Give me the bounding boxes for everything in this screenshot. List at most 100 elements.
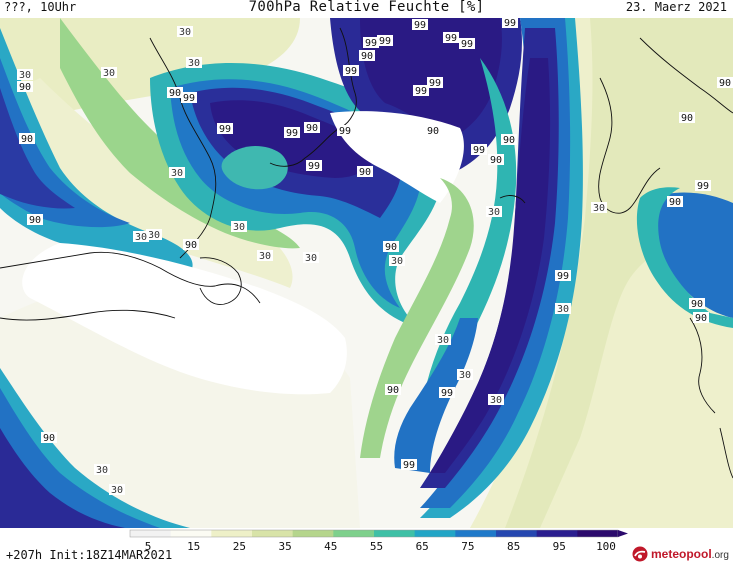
contour-label-bg: [41, 432, 57, 443]
contour-label-bg: [109, 484, 125, 495]
coastline-norway: [639, 37, 733, 114]
contour-label-bg: [383, 241, 399, 252]
contour-label-bg: [389, 255, 405, 266]
contour-label-bg: [693, 312, 709, 323]
meteopool-logo-text: meteopool.org: [651, 547, 729, 561]
contour-label-bg: [101, 67, 117, 78]
contour-label: 99: [461, 39, 473, 50]
contour-label-bg: [169, 167, 185, 178]
contour-label: 30: [188, 58, 200, 69]
contour-label: 90: [387, 385, 399, 396]
contour-label-bg: [343, 65, 359, 76]
coastline-newfoundland: [199, 257, 242, 305]
contour-label: 90: [169, 88, 181, 99]
humidity-band-sw-navy: [0, 428, 125, 528]
contour-label-bg: [486, 206, 502, 217]
contour-label: 90: [669, 197, 681, 208]
contour-label: 99: [429, 78, 441, 89]
contour-label-bg: [435, 334, 451, 345]
contour-label-bg: [284, 127, 300, 138]
contour-label: 30: [233, 222, 245, 233]
legend-swatch: [536, 530, 578, 537]
coastline-baffin: [149, 37, 217, 259]
humidity-dry-band-central: [22, 243, 347, 395]
contour-label-bg: [167, 87, 183, 98]
contour-label: 99: [286, 128, 298, 139]
humidity-band-se-teal: [636, 187, 733, 328]
contour-label: 90: [490, 155, 502, 166]
contour-label-bg: [488, 394, 504, 405]
humidity-band-west-navy: [0, 88, 75, 209]
contour-label: 99: [339, 126, 351, 137]
legend-swatch: [211, 530, 253, 537]
contour-label: 30: [103, 68, 115, 79]
legend-tick-label: 35: [278, 540, 291, 553]
humidity-band-east-teal: [420, 18, 583, 518]
legend-tick-label: 95: [553, 540, 566, 553]
contour-label-bg: [363, 37, 379, 48]
contour-label: 30: [391, 256, 403, 267]
contour-label-bg: [457, 369, 473, 380]
contour-label-bg: [183, 239, 199, 250]
humidity-band-se-blue: [649, 192, 733, 318]
contour-label-bg: [401, 459, 417, 470]
contour-label: 90: [361, 51, 373, 62]
contour-label: 99: [379, 36, 391, 47]
legend-tick-label: 25: [233, 540, 246, 553]
contour-label: 30: [179, 27, 191, 38]
contour-label-bg: [471, 144, 487, 155]
contour-label: 30: [490, 395, 502, 406]
contour-label: 99: [415, 86, 427, 97]
contour-label: 99: [473, 145, 485, 156]
contour-label: 99: [308, 161, 320, 172]
init-time-label: +207h Init:18Z14MAR2021: [6, 548, 173, 562]
contour-label: 30: [488, 207, 500, 218]
contour-label-bg: [186, 57, 202, 68]
contour-label-bg: [443, 32, 459, 43]
contour-label-bg: [304, 122, 320, 133]
contour-label: 99: [183, 93, 195, 104]
contour-label-bg: [555, 303, 571, 314]
legend-swatch: [577, 530, 619, 537]
contour-label: 90: [691, 299, 703, 310]
contour-label: 99: [403, 460, 415, 471]
meteopool-logo[interactable]: meteopool.org: [631, 545, 733, 565]
contour-label-bg: [439, 387, 455, 398]
contour-label-bg: [359, 50, 375, 61]
legend-arrow: [618, 530, 628, 537]
contour-label-bg: [17, 69, 33, 80]
contour-label-bg: [19, 133, 35, 144]
contour-label-bg: [357, 166, 373, 177]
coastline-europe: [719, 427, 733, 479]
contour-label-bg: [501, 134, 517, 145]
contour-label: 30: [148, 230, 160, 241]
contour-label-bg: [306, 160, 322, 171]
coastline-uk: [689, 317, 716, 414]
legend-ticks: 5 15 25 35 45 55 65 75 85 95 100: [145, 540, 616, 553]
contour-label-bg: [303, 252, 319, 263]
color-legend: 5 15 25 35 45 55 65 75 85 95 100: [129, 529, 628, 553]
contour-label: 30: [459, 370, 471, 381]
contour-label-bg: [667, 196, 683, 207]
map-header: ???, 10Uhr 700hPa Relative Feuchte [%] 2…: [0, 0, 733, 18]
contour-label-bg: [146, 229, 162, 240]
coastline-scandinavia: [598, 77, 661, 214]
contour-label: 90: [681, 113, 693, 124]
contour-label: 30: [111, 485, 123, 496]
contour-label: 90: [385, 242, 397, 253]
legend-tick-label: 55: [370, 540, 383, 553]
contour-label: 99: [697, 181, 709, 192]
contour-label: 99: [504, 18, 516, 29]
legend-tick-label: 45: [324, 540, 337, 553]
contour-label: 90: [29, 215, 41, 226]
contour-label: 30: [305, 253, 317, 264]
legend-tick-label: 75: [461, 540, 474, 553]
contour-label-bg: [555, 270, 571, 281]
contour-label: 90: [21, 134, 33, 145]
contour-label-bg: [502, 18, 518, 28]
contour-label-bg: [695, 180, 711, 191]
coastline-canada-south: [0, 309, 176, 321]
legend-swatch: [374, 530, 416, 537]
contour-label-bg: [377, 35, 393, 46]
